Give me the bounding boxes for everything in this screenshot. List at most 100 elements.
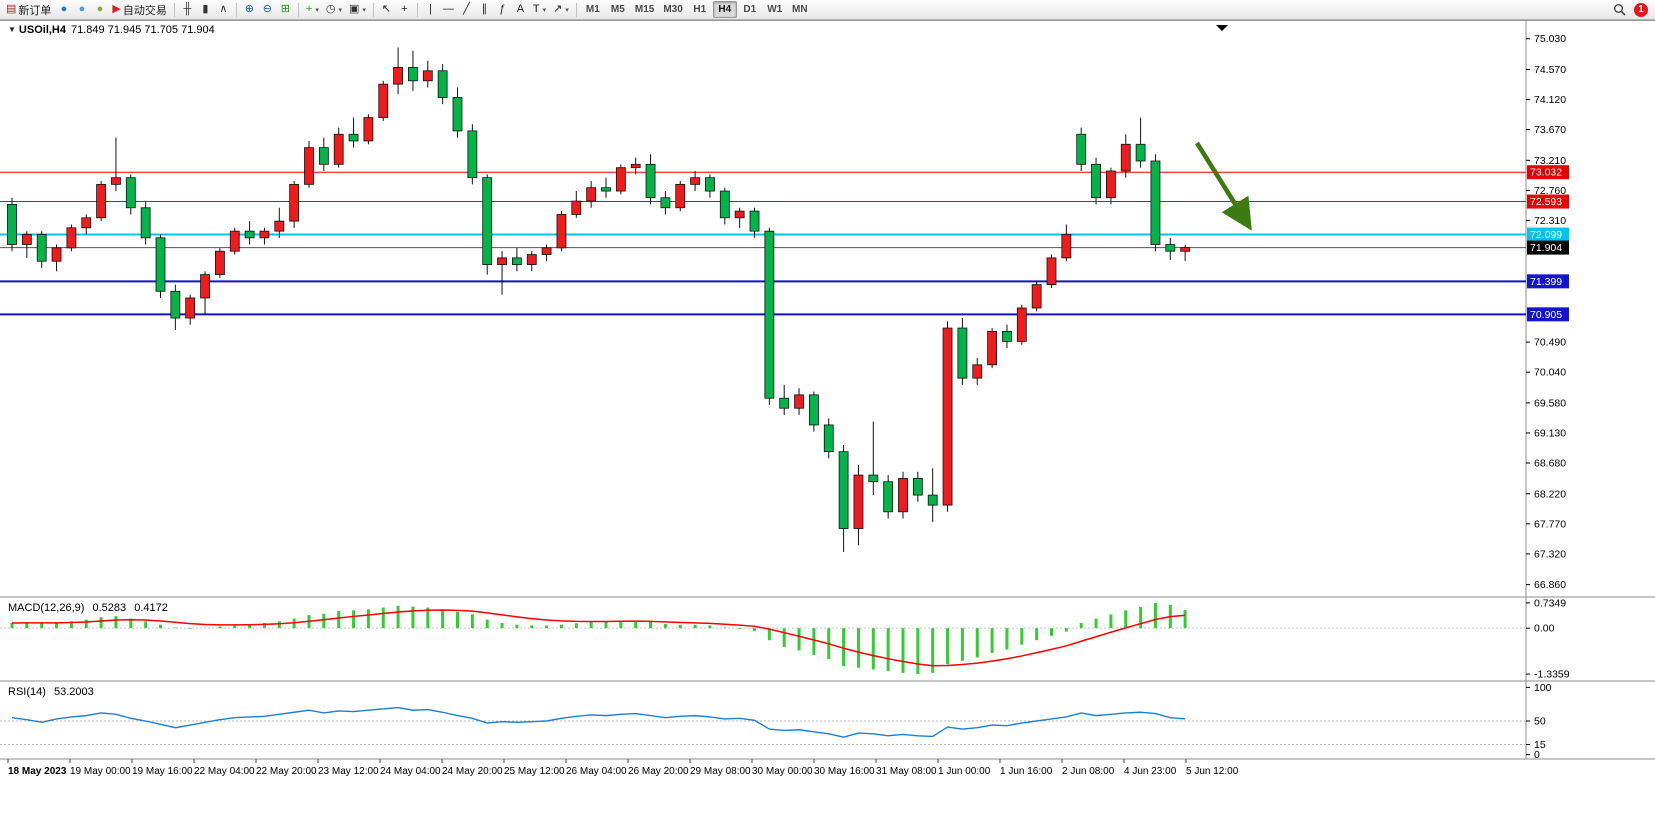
candle-body (601, 187, 611, 192)
candle-body (7, 204, 17, 245)
candle-body (1002, 330, 1012, 342)
chart-shift-marker-icon[interactable] (1216, 25, 1228, 31)
search-button[interactable] (1610, 1, 1629, 18)
chevron-down-icon: ▾ (362, 6, 366, 14)
line-chart-icon-button[interactable]: ∧ (215, 1, 232, 18)
candle-body (1165, 244, 1176, 252)
vertical-line-icon: | (428, 3, 432, 15)
zoom-in-button[interactable]: ⊕ (241, 1, 258, 18)
zoom-out-button[interactable]: ⊖ (259, 1, 276, 18)
candle-body (482, 177, 493, 265)
candlestick-icon-icon: ▮ (202, 3, 209, 15)
candle-body (1076, 133, 1087, 165)
timeframe-button-w1[interactable]: W1 (767, 4, 783, 15)
fibonacci-button[interactable]: ƒ (494, 1, 511, 18)
auto-trading-button[interactable]: ▶ 自动交易 (109, 1, 169, 18)
price-axis-label: 69.130 (1534, 427, 1566, 439)
timeframe-button-mn[interactable]: MN (791, 4, 808, 15)
candle-body (883, 481, 894, 513)
trendline-button[interactable]: ╱ (458, 1, 475, 18)
timeframe-button-m1[interactable]: M1 (585, 4, 600, 15)
price-line-badge-label: 70.905 (1530, 309, 1562, 321)
headset-icon-button[interactable]: ● (55, 1, 72, 18)
down-arrow-annotation[interactable] (1195, 141, 1252, 231)
rsi-axis-label: 100 (1534, 682, 1552, 694)
candle-body (229, 230, 240, 252)
timeframe-button-m5[interactable]: M5 (610, 4, 625, 15)
price-line-badge (1527, 194, 1569, 209)
new-chart-button[interactable]: + ▾ (303, 1, 322, 18)
candle-body (289, 183, 300, 222)
price-line-badge (1527, 165, 1569, 180)
time-axis-label: 25 May 12:00 (504, 766, 565, 777)
candle-body (1061, 234, 1072, 259)
candle-body (96, 183, 106, 219)
crosshair-button[interactable]: + (396, 1, 413, 18)
collapse-triangle-icon[interactable]: ▼ (8, 25, 16, 34)
candle-body (987, 330, 997, 366)
price-axis-label: 74.120 (1534, 94, 1566, 106)
channel-button[interactable]: ∥ (476, 1, 493, 18)
timeframe-button-h4[interactable]: H4 (712, 1, 737, 18)
candle-body (586, 187, 597, 202)
candle-body (21, 234, 32, 245)
horizontal-line-button[interactable]: — (440, 1, 457, 18)
candle-body (853, 474, 864, 529)
macd-signal-value: 0.4172 (134, 602, 168, 614)
candle-body (957, 327, 968, 379)
price-line-badge (1527, 274, 1569, 289)
timeframe-button-m15[interactable]: M15 (634, 4, 655, 15)
candle-body (541, 247, 552, 255)
time-axis-label: 23 May 12:00 (318, 766, 379, 777)
time-axis-label: 26 May 20:00 (628, 766, 689, 777)
price-line-badge-label: 71.399 (1530, 276, 1562, 288)
candle-body (452, 97, 463, 132)
horizontal-line-icon: — (442, 3, 454, 15)
vertical-line-button[interactable]: | (422, 1, 439, 18)
candle-body (467, 130, 478, 179)
candle-body (304, 147, 314, 185)
notification-badge[interactable]: 1 (1634, 2, 1648, 17)
text-button[interactable]: A (512, 1, 529, 18)
price-axis-label: 67.770 (1534, 518, 1566, 530)
community-icon-button[interactable]: ● (73, 1, 90, 18)
price-axis-label: 72.760 (1534, 185, 1566, 197)
time-axis-label: 22 May 04:00 (194, 766, 255, 777)
cursor-button[interactable]: ↖ (378, 1, 395, 18)
macd-signal-line (11, 609, 1186, 667)
arrows-button[interactable]: ↗ ▾ (550, 1, 572, 18)
period-button[interactable]: ◷ ▾ (323, 1, 345, 18)
candle-body (259, 230, 270, 239)
timeframe-button-d1[interactable]: D1 (743, 4, 757, 15)
candle-body (378, 83, 389, 118)
price-axis-label: 75.030 (1534, 33, 1566, 45)
chart-ohlc-values: 71.849 71.945 71.705 71.904 (71, 24, 215, 36)
template-button[interactable]: ▣ ▾ (346, 1, 369, 18)
candle-body (125, 177, 136, 209)
bar-chart-icon-button[interactable]: ╫ (179, 1, 196, 18)
tile-windows-icon: ⊞ (280, 3, 290, 15)
search-icon (1614, 4, 1626, 16)
timeframe-button-m30[interactable]: M30 (663, 4, 683, 15)
chevron-down-icon: ▾ (338, 6, 342, 14)
chevron-down-icon: ▾ (542, 6, 547, 14)
candle-body (155, 237, 166, 292)
candle-body (51, 247, 62, 262)
timeframe-button-h1[interactable]: H1 (693, 4, 707, 15)
candle-body (912, 477, 923, 496)
candle-body (898, 477, 908, 513)
candle-body (408, 67, 418, 82)
chart-canvas[interactable]: 75.030 74.570 74.120 73.670 73.210 72.760 72.3… (0, 20, 1655, 827)
chart-title: ▼ USOil,H4 71.849 71.945 71.705 71.904 (8, 24, 215, 36)
candle-body (1135, 143, 1146, 162)
tile-windows-button[interactable]: ⊞ (277, 1, 294, 18)
rsi-axis-label: 15 (1534, 739, 1546, 751)
time-axis-label: 1 Jun 16:00 (1000, 766, 1053, 777)
mql5-icon-button[interactable]: ● (91, 1, 108, 18)
candlestick-icon-button[interactable]: ▮ (197, 1, 214, 18)
label-button[interactable]: T ▾ (530, 1, 549, 18)
candle-body (1106, 170, 1116, 199)
candle-body (690, 177, 700, 185)
fibonacci-icon: ƒ (499, 3, 506, 15)
new-order-button[interactable]: ▤ 新订单 (3, 1, 54, 18)
